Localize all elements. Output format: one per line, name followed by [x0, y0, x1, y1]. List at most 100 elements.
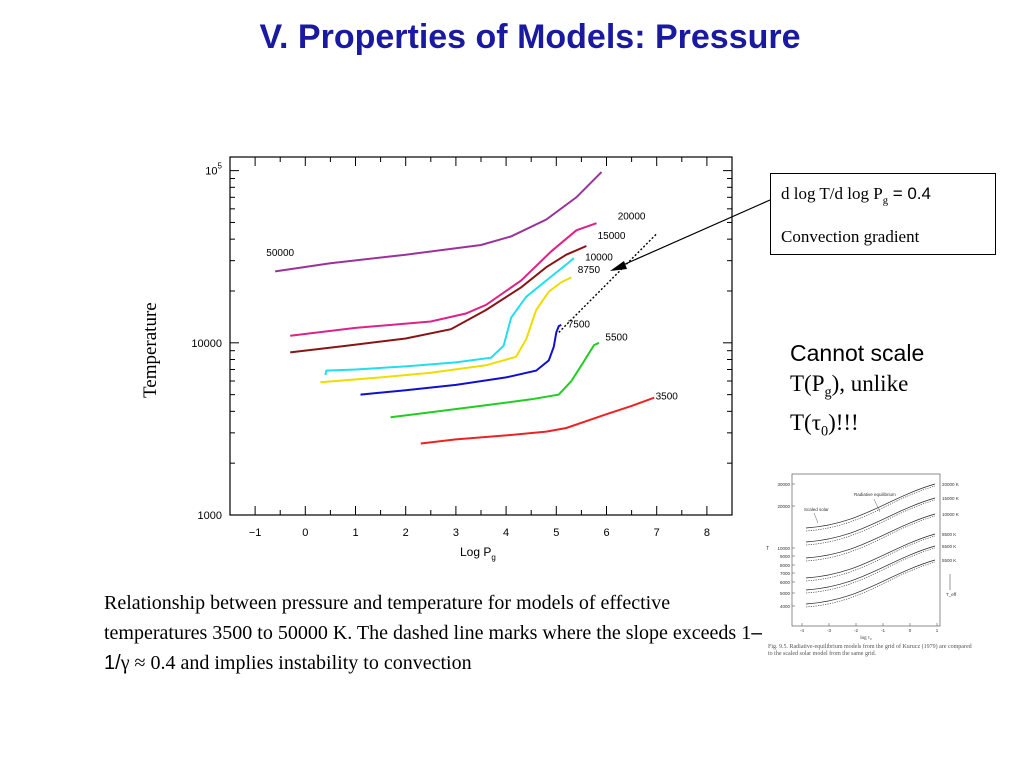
thumb-model-curve — [805, 545, 936, 591]
curve-label-7500: 7500 — [568, 319, 591, 330]
page-title: V. Properties of Models: Pressure — [259, 18, 801, 56]
x-tick-label: 2 — [403, 527, 409, 539]
x-tick-label: 5 — [553, 527, 559, 539]
thumb-x-tick-label: -4 — [800, 628, 804, 633]
thumb-y-tick-label: 7000 — [780, 571, 791, 576]
thumb-model-curve — [805, 559, 936, 605]
thumb-x-tick-label: -3 — [827, 628, 831, 633]
thumb-y-tick-label: 30000 — [777, 482, 790, 487]
thumb-curve-label: 15000 K — [942, 496, 959, 501]
convection-dashed-line — [558, 233, 658, 333]
thumb-curve-label: 10000 K — [942, 512, 959, 517]
x-tick-label: 7 — [654, 527, 660, 539]
convection-gradient-callout: d log T/d log Pg = 0.4 Convection gradie… — [770, 173, 996, 255]
series-line-20000 — [290, 222, 597, 337]
curve-label-3500: 3500 — [656, 391, 679, 402]
thumb-curve-label: 5500 K — [942, 558, 956, 563]
curve-label-50000: 50000 — [266, 248, 294, 259]
note-line-2: T(Pg), unlike — [790, 368, 924, 408]
thumb-annotation: Radiative equilibrium — [854, 492, 896, 497]
caption-text-3: γ ≈ 0.4 and implies instability to conve… — [120, 652, 472, 674]
callout-arrowhead — [610, 261, 627, 271]
callout-slope-subscript: g — [882, 195, 888, 207]
thumb-curve-label: 8500 K — [942, 532, 956, 537]
thumb-scaled-curve — [805, 561, 936, 608]
thumb-teff-label: T_eff — [946, 592, 957, 597]
thumb-y-tick-label: 9000 — [780, 554, 791, 559]
figure-caption: Relationship between pressure and temper… — [104, 588, 764, 678]
thumb-annotation: Scaled solar — [804, 507, 829, 512]
thumb-scaled-curve — [805, 499, 936, 546]
thumb-curve-label: 6500 K — [942, 544, 956, 549]
callout-slope-prefix: d log T/d log P — [781, 184, 883, 203]
note-tpg-open: T(P — [790, 371, 825, 396]
caption-text-2: –1/ — [104, 622, 763, 674]
plot-frame — [229, 156, 733, 516]
curve-label-8750: 8750 — [578, 265, 601, 276]
thumb-x-label: log τ₀ — [860, 636, 872, 641]
thumb-frame — [791, 473, 941, 627]
x-tick-label: 3 — [453, 527, 459, 539]
y-axis-label: Temperature — [140, 302, 161, 398]
x-tick-label: −1 — [249, 527, 262, 539]
thumb-y-tick-label: 5000 — [780, 591, 791, 596]
thumb-scaled-curve — [805, 535, 936, 582]
kurucz-model-thumbnail: 30000 20000 10000 9000 8000 7000 6000 5000 4000 T… — [762, 468, 976, 668]
series-line-8750 — [320, 276, 572, 384]
thumb-x-tick-label: 1 — [936, 628, 939, 633]
x-tick-label: 4 — [503, 527, 509, 539]
x-axis-label: Log Pg — [460, 545, 496, 562]
note-tpg-close: ), unlike — [831, 371, 909, 396]
thumb-scaled-curve — [805, 485, 936, 532]
callout-arrow-line — [613, 199, 771, 270]
curve-label-5500: 5500 — [605, 333, 628, 344]
thumb-model-curve — [805, 513, 936, 559]
x-tick-label: 1 — [352, 527, 358, 539]
note-line-3: T(τ0)!!! — [790, 408, 924, 447]
thumbnail-chart: 30000 20000 10000 9000 8000 7000 6000 5000 4000 T… — [766, 473, 959, 641]
curve-label-10000: 10000 — [585, 253, 613, 264]
thumb-curve-label: 20000 K — [942, 482, 959, 487]
thumb-annotation-pointer — [813, 512, 819, 524]
curve-label-15000: 15000 — [598, 231, 626, 242]
thumb-annotation-pointer — [873, 498, 881, 513]
thumb-x-tick-label: -1 — [881, 628, 885, 633]
note-tpg-subscript: g — [824, 384, 832, 401]
thumb-model-curve — [805, 533, 936, 579]
thumb-y-label: T — [766, 546, 769, 552]
thumb-scaled-curve — [805, 515, 936, 562]
note-ttau-subscript: 0 — [820, 423, 829, 440]
thumb-y-tick-label: 6000 — [780, 580, 791, 585]
thumb-y-tick-label: 20000 — [777, 504, 790, 509]
thumb-model-curve — [805, 497, 936, 543]
curve-label-20000: 20000 — [618, 212, 646, 223]
series-line-5500 — [390, 341, 600, 419]
series-line-10000 — [324, 257, 575, 376]
scaling-note: Cannot scale T(Pg), unlike T(τ0)!!! — [790, 338, 924, 446]
y-tick-label: 105 — [205, 162, 222, 178]
series-line-50000 — [275, 171, 603, 273]
note-ttau-open: T(τ — [790, 409, 821, 435]
note-line-1: Cannot scale — [790, 340, 925, 366]
y-tick-label: 10000 — [191, 338, 222, 350]
callout-gradient-label: Convection gradient — [781, 227, 920, 246]
note-ttau-close: )!!! — [828, 409, 859, 435]
thumb-model-curve — [805, 483, 936, 529]
callout-slope-value: = 0.4 — [887, 184, 931, 203]
series-line-3500 — [420, 396, 655, 445]
callout-slope-label: d log T/d log Pg = 0.4 — [781, 184, 931, 206]
series-line-7500 — [360, 323, 562, 396]
thumb-scaled-curve — [805, 547, 936, 594]
thumb-x-tick-label: 0 — [909, 628, 912, 633]
x-tick-label: 8 — [704, 527, 710, 539]
y-tick-label: 1000 — [198, 510, 222, 522]
thumb-x-tick-label: -2 — [854, 628, 858, 633]
series-line-15000 — [290, 245, 587, 354]
x-tick-label: 0 — [302, 527, 308, 539]
caption-text-1: Relationship between pressure and temper… — [104, 592, 752, 644]
x-tick-label: 6 — [603, 527, 609, 539]
thumbnail-caption: Fig. 9.5. Radiative-equilibrium models f… — [768, 644, 972, 657]
thumb-y-tick-label: 4000 — [780, 604, 791, 609]
thumb-y-tick-label: 8000 — [780, 563, 791, 568]
